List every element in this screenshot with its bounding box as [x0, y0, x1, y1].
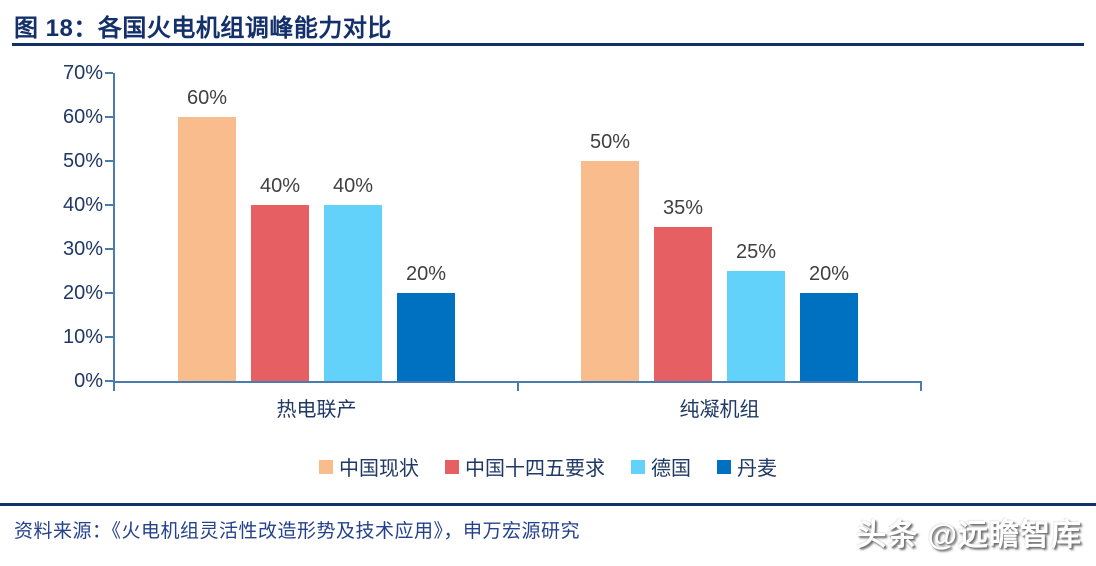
data-label: 50% — [589, 131, 631, 153]
chart-legend: 中国现状 中国十四五要求 德国 丹麦 — [0, 452, 1096, 481]
bar-丹麦-热电联产 — [397, 293, 455, 381]
y-axis-tick — [105, 160, 113, 162]
title-underline — [12, 43, 1084, 46]
y-axis-tick-label: 10% — [62, 326, 103, 348]
legend-label: 德国 — [651, 458, 691, 480]
legend-swatch — [445, 459, 459, 474]
y-axis-tick — [105, 204, 113, 206]
y-axis-tick — [105, 72, 113, 74]
y-axis-tick — [105, 116, 113, 118]
data-label: 20% — [405, 263, 447, 285]
legend-label: 丹麦 — [737, 458, 777, 480]
data-label: 35% — [662, 197, 704, 219]
bar-中国十四五要求-纯凝机组 — [654, 227, 712, 381]
y-axis-tick-label: 20% — [62, 282, 103, 304]
bar-中国现状-热电联产 — [178, 117, 236, 381]
bar-德国-热电联产 — [324, 205, 382, 381]
legend-item: 中国现状 — [319, 452, 419, 481]
legend-item: 德国 — [631, 452, 691, 481]
y-axis-tick — [105, 292, 113, 294]
y-axis-tick-label: 50% — [62, 150, 103, 172]
y-axis-line — [113, 73, 115, 391]
bar-中国十四五要求-热电联产 — [251, 205, 309, 381]
bar-德国-纯凝机组 — [727, 271, 785, 381]
data-label: 40% — [259, 175, 301, 197]
y-axis-tick-label: 60% — [62, 106, 103, 128]
data-label: 60% — [186, 87, 228, 109]
bar-中国现状-纯凝机组 — [581, 161, 639, 381]
data-label: 40% — [332, 175, 374, 197]
y-axis-tick-label: 70% — [62, 62, 103, 84]
source-note: 资料来源：《火电机组灵活性改造形势及技术应用》，申万宏源研究 — [14, 521, 581, 542]
y-axis-tick-label: 30% — [62, 238, 103, 260]
y-axis-tick — [105, 248, 113, 250]
footer-divider — [0, 503, 1096, 506]
legend-swatch — [717, 459, 731, 474]
figure-title: 图 18：各国火电机组调峰能力对比 — [14, 15, 392, 42]
data-label: 25% — [735, 241, 777, 263]
x-axis-tick — [517, 381, 519, 391]
legend-swatch — [631, 459, 645, 474]
x-axis-category-label: 热电联产 — [276, 399, 357, 421]
y-axis-tick-label: 40% — [62, 194, 103, 216]
y-axis-tick — [105, 336, 113, 338]
x-axis-category-label: 纯凝机组 — [679, 399, 760, 421]
bar-chart: 0% 10% 20% 30% 40% 50% 60% 70% 60% 50% 40% 35% 40% 25… — [62, 62, 922, 421]
watermark-logo: 头条 @远瞻智库 — [856, 519, 1082, 552]
legend-swatch — [319, 459, 333, 474]
legend-label: 中国十四五要求 — [465, 458, 605, 480]
data-label: 20% — [808, 263, 850, 285]
y-axis-tick — [105, 380, 113, 382]
legend-item: 丹麦 — [717, 452, 777, 481]
bar-丹麦-纯凝机组 — [800, 293, 858, 381]
legend-label: 中国现状 — [339, 458, 419, 480]
x-axis-tick — [920, 381, 922, 391]
legend-item: 中国十四五要求 — [445, 452, 605, 481]
y-axis-tick-label: 0% — [74, 370, 103, 392]
